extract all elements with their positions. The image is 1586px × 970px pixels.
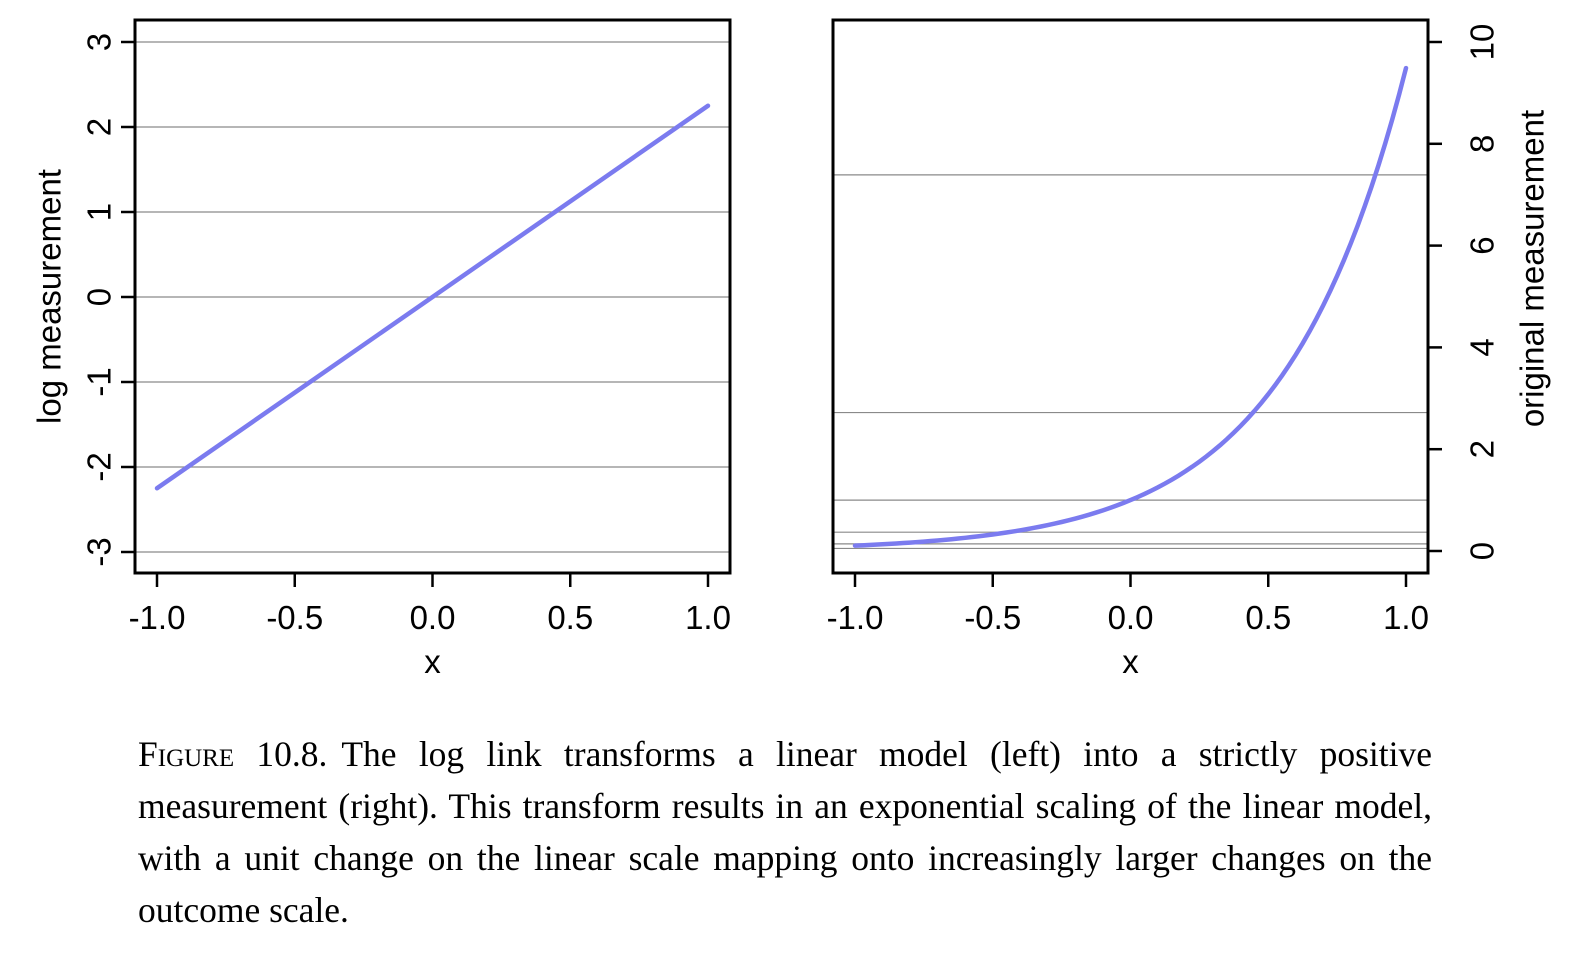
x-tick-label: 0.5 bbox=[1245, 599, 1291, 636]
y-tick-label: -1 bbox=[81, 367, 118, 396]
x-tick-label: -0.5 bbox=[964, 599, 1021, 636]
figure-label: Figure 10.8. bbox=[138, 734, 328, 774]
plot-frame bbox=[831, 18, 1430, 575]
y-tick-label: 0 bbox=[81, 288, 118, 306]
y-tick-label: -3 bbox=[81, 537, 118, 566]
x-tick-label: 1.0 bbox=[1383, 599, 1429, 636]
series-line bbox=[154, 103, 711, 491]
x-tick-label: -1.0 bbox=[129, 599, 186, 636]
y-tick-label: 6 bbox=[1464, 236, 1501, 254]
x-tick-label: 0.5 bbox=[547, 599, 593, 636]
y-axis-label: log measurement bbox=[31, 169, 68, 424]
figure-panels: -1.0 -0.5 0.0 0.5 1.0 x -3 -2 -1 0 1 2 3 log measurem… bbox=[31, 18, 1551, 680]
x-axis-label: x bbox=[1122, 643, 1139, 680]
x-tick-label: -0.5 bbox=[266, 599, 323, 636]
y-tick-label: 4 bbox=[1464, 338, 1501, 356]
x-tick-label: -1.0 bbox=[827, 599, 884, 636]
y-tick-label: -2 bbox=[81, 452, 118, 481]
caption-text: The log link transforms a linear model (… bbox=[138, 734, 1432, 930]
y-tick-label: 2 bbox=[81, 118, 118, 136]
series-line bbox=[852, 65, 1409, 548]
x-tick-label: 0.0 bbox=[1108, 599, 1154, 636]
x-tick-label: 0.0 bbox=[410, 599, 456, 636]
y-tick-label: 3 bbox=[81, 33, 118, 51]
y-axis-label: original measurement bbox=[1514, 110, 1551, 427]
y-tick-label: 10 bbox=[1464, 24, 1501, 61]
y-tick-label: 8 bbox=[1464, 135, 1501, 153]
x-tick-label: 1.0 bbox=[685, 599, 731, 636]
x-axis-label: x bbox=[424, 643, 441, 680]
right-panel-original-scale: -1.0 -0.5 0.0 0.5 1.0 x 0 2 4 6 8 10 original measur… bbox=[827, 18, 1551, 680]
y-tick-label: 0 bbox=[1464, 542, 1501, 560]
left-panel-log-scale: -1.0 -0.5 0.0 0.5 1.0 x -3 -2 -1 0 1 2 3 log measurem… bbox=[31, 18, 732, 680]
y-tick-label: 2 bbox=[1464, 440, 1501, 458]
y-tick-label: 1 bbox=[81, 203, 118, 221]
figure-caption: Figure 10.8. The log link transforms a li… bbox=[138, 728, 1432, 936]
